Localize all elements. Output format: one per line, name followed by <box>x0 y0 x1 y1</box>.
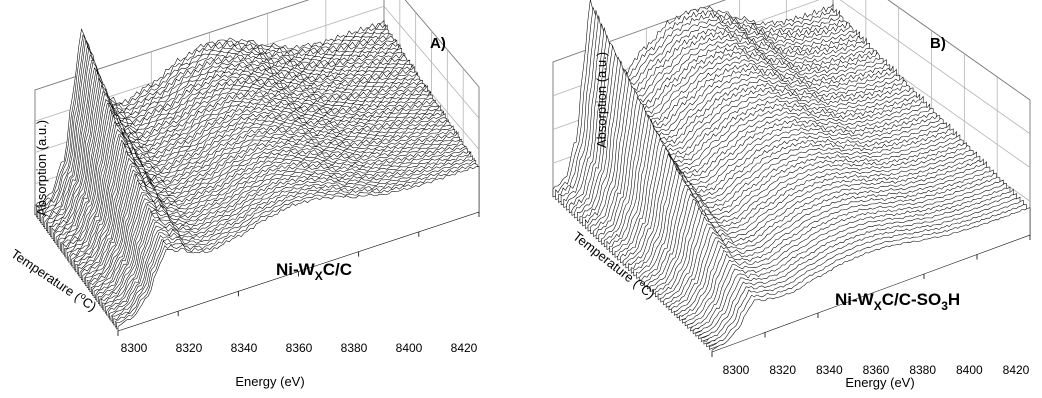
x-tick-label: 8320 <box>769 363 796 377</box>
y-axis-label-b: Absorption (a.u.) <box>594 52 609 148</box>
x-axis-ticks-b: 8300 8320 8340 8360 8380 8400 8420 <box>711 235 1031 377</box>
x-tick-label: 8360 <box>286 341 313 355</box>
x-tick-label: 8340 <box>231 341 258 355</box>
sample-label-a: Ni-WXC/C <box>276 260 352 283</box>
x-tick-label: 8360 <box>863 363 890 377</box>
x-tick-label: 8300 <box>723 363 750 377</box>
y-axis-label-a: Absorption (a.u.) <box>34 120 49 216</box>
spectrum-line <box>117 165 480 332</box>
x-axis-ticks-a: 8300 8320 8340 8360 8380 8400 8420 <box>117 212 480 355</box>
panel-label-b: B) <box>930 35 946 52</box>
chart-panel-a: 8300 8320 8340 8360 8380 8400 8420 A) Ni-WXC/C… <box>8 0 480 389</box>
x-tick-label: 8340 <box>816 363 843 377</box>
x-tick-label: 8380 <box>341 341 368 355</box>
panel-label-a: A) <box>430 35 446 52</box>
x-axis-label-b: Energy (eV) <box>845 375 914 390</box>
sample-label-b: Ni-WXC/C-SO3H <box>835 290 960 313</box>
x-axis-label-a: Energy (eV) <box>235 374 304 389</box>
spectrum-line <box>711 207 1031 353</box>
x-tick-label: 8300 <box>121 341 148 355</box>
spectra-waterfall-a <box>34 19 480 332</box>
x-tick-label: 8400 <box>956 363 983 377</box>
x-tick-label: 8400 <box>396 341 423 355</box>
x-tick-label: 8320 <box>176 341 203 355</box>
x-tick-label: 8420 <box>1003 363 1030 377</box>
x-tick-label: 8420 <box>451 341 478 355</box>
x-tick-label: 8380 <box>909 363 936 377</box>
chart-panel-b: 8300 8320 8340 8360 8380 8400 8420 B) Ni-WXC/C… <box>552 0 1031 390</box>
spectra-waterfall-b <box>552 0 1031 353</box>
